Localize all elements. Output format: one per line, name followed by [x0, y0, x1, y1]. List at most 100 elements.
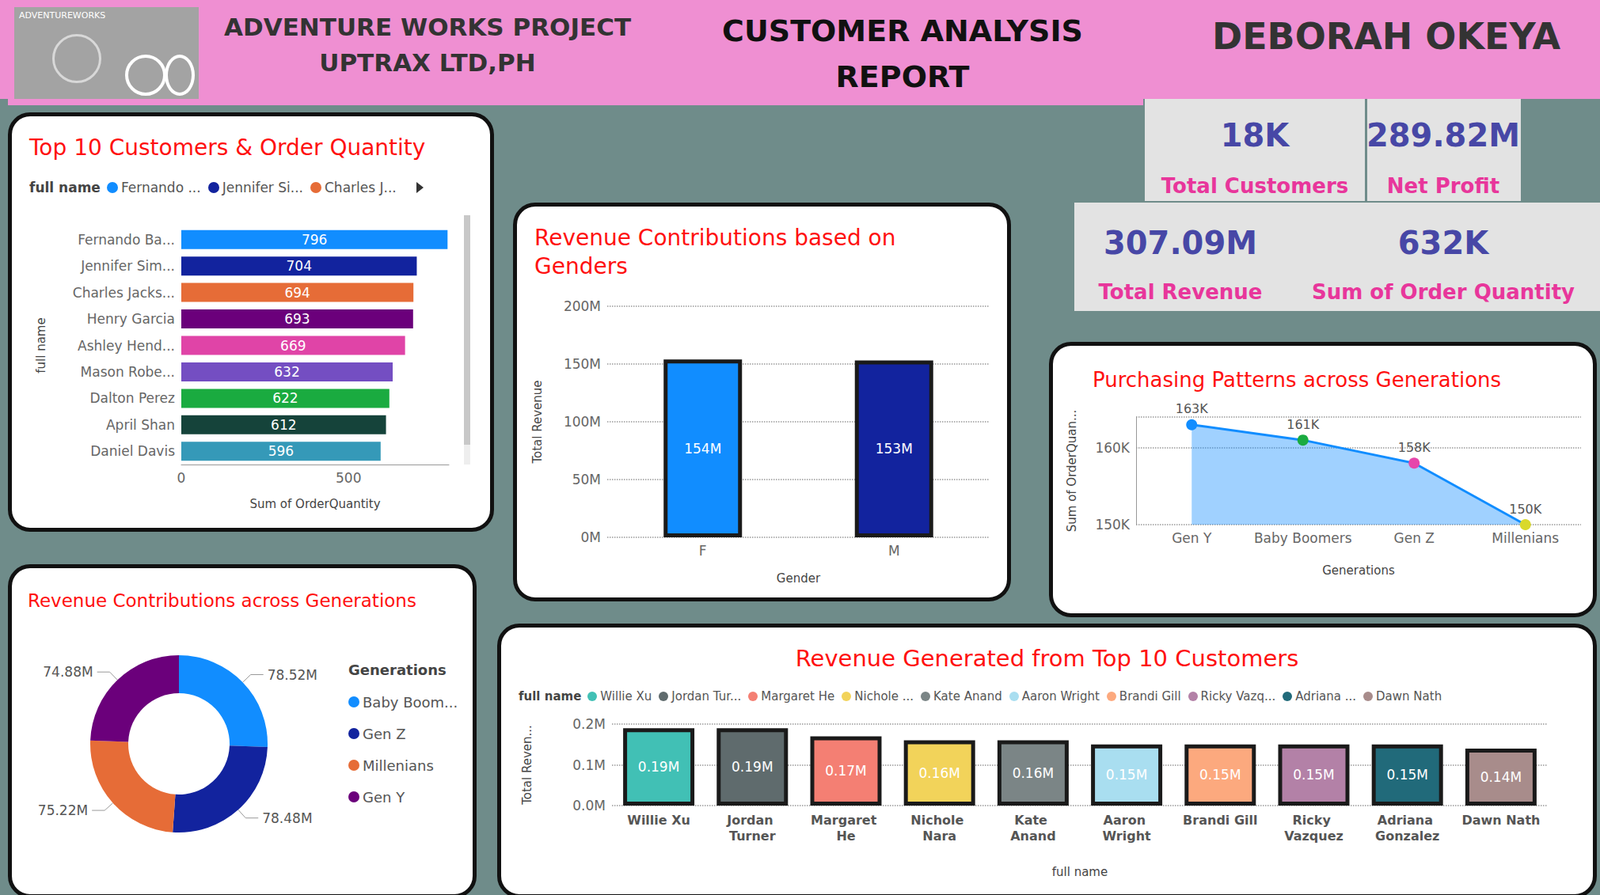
html-text:Generations: Generations	[348, 661, 447, 679]
html-text:18K: 18K	[1220, 117, 1290, 154]
svg-text:78.48M: 78.48M	[262, 810, 312, 827]
svg-text:0.1M: 0.1M	[572, 757, 606, 774]
svg-text:Total Revenue: Total Revenue	[530, 380, 545, 464]
svg-text:Mason Robe...: Mason Robe...	[80, 364, 175, 381]
html-text:289.82M: 289.82M	[1366, 117, 1521, 154]
svg-text:622: 622	[272, 390, 298, 407]
svg-text:200M: 200M	[563, 298, 601, 315]
svg-text:0.0M: 0.0M	[572, 798, 606, 814]
svg-text:0: 0	[177, 470, 187, 487]
svg-text:596: 596	[268, 443, 294, 460]
html-text:ADVENTURE WORKS PROJECT: ADVENTURE WORKS PROJECT	[223, 12, 631, 42]
html-text:Purchasing Patterns across Gen: Purchasing Patterns across Generations	[1092, 368, 1502, 392]
svg-text:0.15M: 0.15M	[1292, 767, 1335, 783]
svg-text:0.2M: 0.2M	[572, 716, 606, 733]
svg-text:Ricky: Ricky	[1292, 813, 1336, 829]
svg-text:150M: 150M	[563, 356, 601, 373]
svg-text:F: F	[699, 543, 707, 559]
html-text:Revenue Generated from Top 10: Revenue Generated from Top 10 Customers	[795, 645, 1299, 673]
svg-text:0.17M: 0.17M	[824, 763, 867, 780]
svg-text:Dalton Perez: Dalton Perez	[89, 390, 175, 407]
svg-text:Generations: Generations	[1322, 563, 1395, 578]
svg-text:163K: 163K	[1175, 401, 1209, 417]
svg-text:100M: 100M	[563, 414, 601, 430]
svg-text:0.15M: 0.15M	[1105, 767, 1148, 783]
svg-text:158K: 158K	[1398, 440, 1432, 456]
svg-text:74.88M: 74.88M	[42, 664, 93, 681]
html-text:632K: 632K	[1397, 224, 1489, 262]
svg-text:693: 693	[284, 311, 310, 327]
svg-text:Nara: Nara	[922, 828, 957, 844]
svg-text:He: He	[836, 828, 856, 844]
svg-text:Ashley Hend...: Ashley Hend...	[77, 338, 175, 354]
svg-text:632: 632	[273, 364, 300, 381]
svg-text:full name: full name	[1052, 865, 1108, 880]
svg-text:Gonzalez: Gonzalez	[1375, 828, 1440, 844]
svg-text:Jennifer Sim...: Jennifer Sim...	[79, 258, 175, 274]
svg-text:669: 669	[280, 338, 306, 354]
svg-text:Willie Xu: Willie Xu	[627, 813, 691, 829]
svg-text:78.52M: 78.52M	[267, 667, 318, 684]
svg-text:153M: 153M	[875, 440, 913, 457]
html-text:REPORT: REPORT	[835, 59, 970, 95]
svg-text:694: 694	[284, 285, 310, 301]
svg-text:500: 500	[335, 470, 362, 487]
html-text:Revenue Contributions based on: Revenue Contributions based on Genders	[534, 224, 896, 280]
svg-text:150K: 150K	[1508, 501, 1543, 517]
svg-text:75.22M: 75.22M	[38, 802, 88, 819]
svg-text:154M: 154M	[684, 440, 722, 457]
svg-text:612: 612	[270, 417, 297, 434]
html-text:Total Customers: Total Customers	[1161, 174, 1349, 198]
svg-text:Gen Y: Gen Y	[1171, 530, 1213, 547]
svg-text:Fernando Ba...: Fernando Ba...	[77, 231, 175, 248]
svg-text:Anand: Anand	[1010, 828, 1056, 844]
svg-text:Gen Z: Gen Z	[1394, 530, 1435, 547]
svg-text:Sum of OrderQuan...: Sum of OrderQuan...	[1064, 410, 1080, 533]
svg-text:0.16M: 0.16M	[918, 765, 961, 782]
svg-text:Daniel Davis: Daniel Davis	[90, 443, 175, 460]
svg-text:Jordan: Jordan	[725, 813, 778, 829]
html-text:Revenue Contributions across G: Revenue Contributions across Generations	[27, 590, 417, 612]
svg-text:Adriana: Adriana	[1377, 813, 1438, 829]
svg-text:50M: 50M	[572, 471, 601, 488]
html-text:UPTRAX LTD,PH: UPTRAX LTD,PH	[319, 48, 536, 77]
svg-text:Kate: Kate	[1014, 813, 1052, 829]
svg-text:April Shan: April Shan	[106, 417, 175, 434]
svg-text:160K: 160K	[1094, 440, 1130, 457]
svg-text:Brandi Gill: Brandi Gill	[1182, 813, 1258, 829]
html-text:Sum of Order Quantity: Sum of Order Quantity	[1311, 280, 1575, 305]
svg-text:Henry Garcia: Henry Garcia	[87, 311, 175, 327]
svg-text:0.19M: 0.19M	[731, 759, 774, 776]
svg-text:Sum of OrderQuantity: Sum of OrderQuantity	[249, 497, 381, 512]
svg-text:Aaron: Aaron	[1103, 813, 1151, 829]
svg-text:161K: 161K	[1286, 417, 1320, 433]
svg-text:Total Reven...: Total Reven...	[520, 725, 535, 806]
svg-text:Turner: Turner	[729, 828, 776, 844]
svg-text:full name: full name	[34, 317, 49, 373]
svg-text:0.14M: 0.14M	[1480, 769, 1523, 786]
svg-text:704: 704	[285, 258, 312, 274]
svg-text:Vazquez: Vazquez	[1284, 828, 1344, 844]
svg-text:150K: 150K	[1094, 516, 1130, 533]
html-text:Total Revenue: Total Revenue	[1098, 280, 1263, 305]
html-text:DEBORAH OKEYA: DEBORAH OKEYA	[1212, 15, 1561, 58]
svg-text:0.15M: 0.15M	[1386, 767, 1429, 783]
svg-text:Dawn Nath: Dawn Nath	[1461, 813, 1540, 829]
svg-text:Millenians: Millenians	[1491, 530, 1559, 547]
svg-text:Gender: Gender	[776, 571, 821, 586]
svg-text:Charles Jacks...: Charles Jacks...	[72, 285, 175, 301]
html-text:CUSTOMER ANALYSIS: CUSTOMER ANALYSIS	[722, 13, 1084, 49]
html-text:Net Profit: Net Profit	[1386, 174, 1500, 198]
svg-text:796: 796	[301, 231, 327, 248]
html-text:Top 10 Customers & Order Quant: Top 10 Customers & Order Quantity	[29, 134, 426, 161]
svg-text:0.15M: 0.15M	[1199, 767, 1242, 783]
svg-text:Margaret: Margaret	[810, 813, 882, 829]
svg-text:0.16M: 0.16M	[1012, 765, 1055, 782]
svg-text:M: M	[888, 543, 901, 559]
svg-text:Nichole: Nichole	[910, 813, 969, 829]
svg-text:0.19M: 0.19M	[638, 759, 681, 776]
html-text:307.09M: 307.09M	[1103, 224, 1258, 262]
svg-text:0M: 0M	[581, 529, 601, 546]
svg-text:Wright: Wright	[1102, 828, 1152, 844]
svg-text:Baby Boomers: Baby Boomers	[1254, 530, 1353, 547]
